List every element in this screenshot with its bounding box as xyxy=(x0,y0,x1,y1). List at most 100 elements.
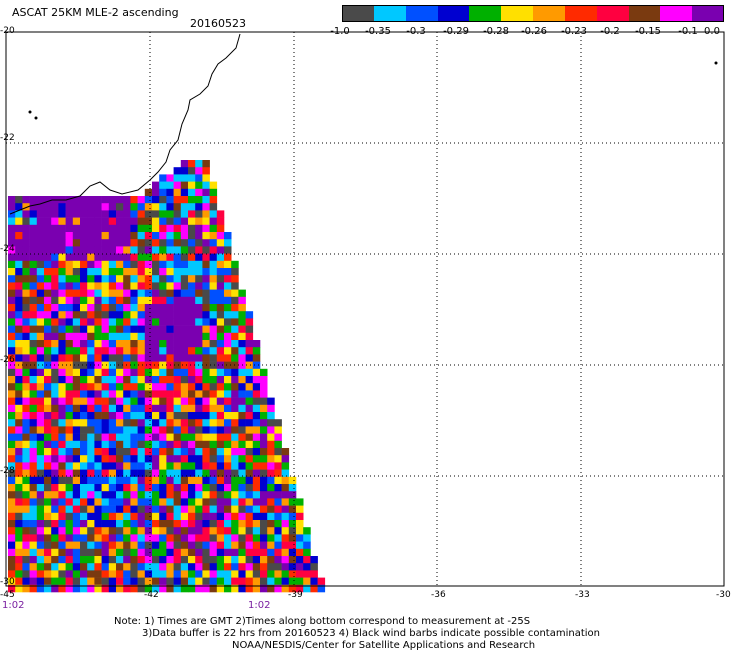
data-cell xyxy=(238,570,246,578)
data-cell xyxy=(130,404,138,413)
data-cell xyxy=(87,534,95,542)
data-cell xyxy=(36,484,45,492)
data-cell xyxy=(94,412,102,420)
data-cell xyxy=(274,577,282,586)
data-cell xyxy=(51,253,59,262)
data-cell xyxy=(22,390,30,398)
data-cell xyxy=(58,570,66,578)
data-cell xyxy=(130,224,138,233)
data-cell xyxy=(94,210,102,218)
data-cell xyxy=(15,412,23,420)
data-cell xyxy=(101,390,110,398)
data-cell xyxy=(209,311,218,319)
data-cell xyxy=(72,239,81,247)
data-cell xyxy=(209,332,218,341)
data-cell xyxy=(166,253,174,262)
data-cell xyxy=(123,404,131,413)
data-cell xyxy=(224,289,232,298)
data-cell xyxy=(36,412,45,420)
data-cell xyxy=(94,232,102,240)
data-cell xyxy=(245,404,254,413)
data-cell xyxy=(44,325,52,334)
data-cell xyxy=(274,448,282,456)
data-cell xyxy=(180,476,189,485)
data-cell xyxy=(94,556,102,564)
data-cell xyxy=(130,412,138,420)
data-cell xyxy=(144,548,153,557)
data-cell xyxy=(44,340,52,348)
data-cell xyxy=(123,584,131,593)
data-cell xyxy=(58,383,66,391)
data-cell xyxy=(137,563,146,571)
data-cell xyxy=(267,584,275,593)
data-cell xyxy=(144,239,153,247)
data-cell xyxy=(166,570,174,578)
data-cell xyxy=(65,390,74,398)
data-cell xyxy=(72,556,81,564)
lon-tick-label: -42 xyxy=(144,590,159,600)
data-cell xyxy=(245,368,254,377)
data-cell xyxy=(22,368,30,377)
data-cell xyxy=(80,505,88,514)
data-cell xyxy=(22,462,30,470)
data-cell xyxy=(252,368,261,377)
data-cell xyxy=(108,296,117,305)
data-cell xyxy=(303,577,311,586)
data-cell xyxy=(209,462,218,470)
data-cell xyxy=(180,397,189,406)
data-cell xyxy=(216,289,225,298)
data-cell xyxy=(80,260,88,269)
data-cell xyxy=(51,275,59,283)
data-cell xyxy=(252,340,261,348)
data-cell xyxy=(94,476,102,485)
data-cell xyxy=(8,520,16,528)
data-cell xyxy=(101,484,110,492)
data-cell xyxy=(281,541,290,550)
data-cell xyxy=(87,505,95,514)
data-cell xyxy=(159,275,167,283)
data-cell xyxy=(22,498,30,506)
data-cell xyxy=(108,246,117,254)
data-cell xyxy=(58,390,66,398)
data-cell xyxy=(108,563,117,571)
note-line-1: Note: 1) Times are GMT 2)Times along bot… xyxy=(114,616,531,627)
data-cell xyxy=(36,289,45,298)
data-cell xyxy=(65,584,74,593)
data-cell xyxy=(216,340,225,348)
data-cell xyxy=(123,476,131,485)
data-cell xyxy=(245,577,254,586)
data-cell xyxy=(108,232,117,240)
lon-tick-label: -30 xyxy=(716,590,731,600)
data-cell xyxy=(216,325,225,334)
data-cell xyxy=(195,160,203,168)
data-cell xyxy=(72,484,81,492)
data-cell xyxy=(29,239,38,247)
data-cell xyxy=(108,354,117,362)
data-cell xyxy=(94,469,102,478)
data-cell xyxy=(72,527,81,535)
data-cell xyxy=(238,368,246,377)
data-cell xyxy=(166,556,174,564)
data-cell xyxy=(159,541,167,550)
data-cell xyxy=(166,462,174,470)
data-cell xyxy=(173,419,182,427)
data-cell xyxy=(80,217,88,226)
data-cell xyxy=(159,498,167,506)
data-cell xyxy=(65,332,74,341)
data-cell xyxy=(152,448,160,456)
data-cell xyxy=(267,491,275,499)
data-cell xyxy=(36,426,45,434)
data-cell xyxy=(252,563,261,571)
data-cell xyxy=(130,196,138,204)
data-cell xyxy=(87,541,95,550)
data-cell xyxy=(44,419,52,427)
data-cell xyxy=(202,433,210,442)
data-cell xyxy=(101,224,110,233)
data-cell xyxy=(159,404,167,413)
data-cell xyxy=(188,491,196,499)
data-cell xyxy=(72,196,81,204)
data-cell xyxy=(224,368,232,377)
data-cell xyxy=(116,534,124,542)
data-cell xyxy=(36,217,45,226)
data-cell xyxy=(202,282,210,290)
